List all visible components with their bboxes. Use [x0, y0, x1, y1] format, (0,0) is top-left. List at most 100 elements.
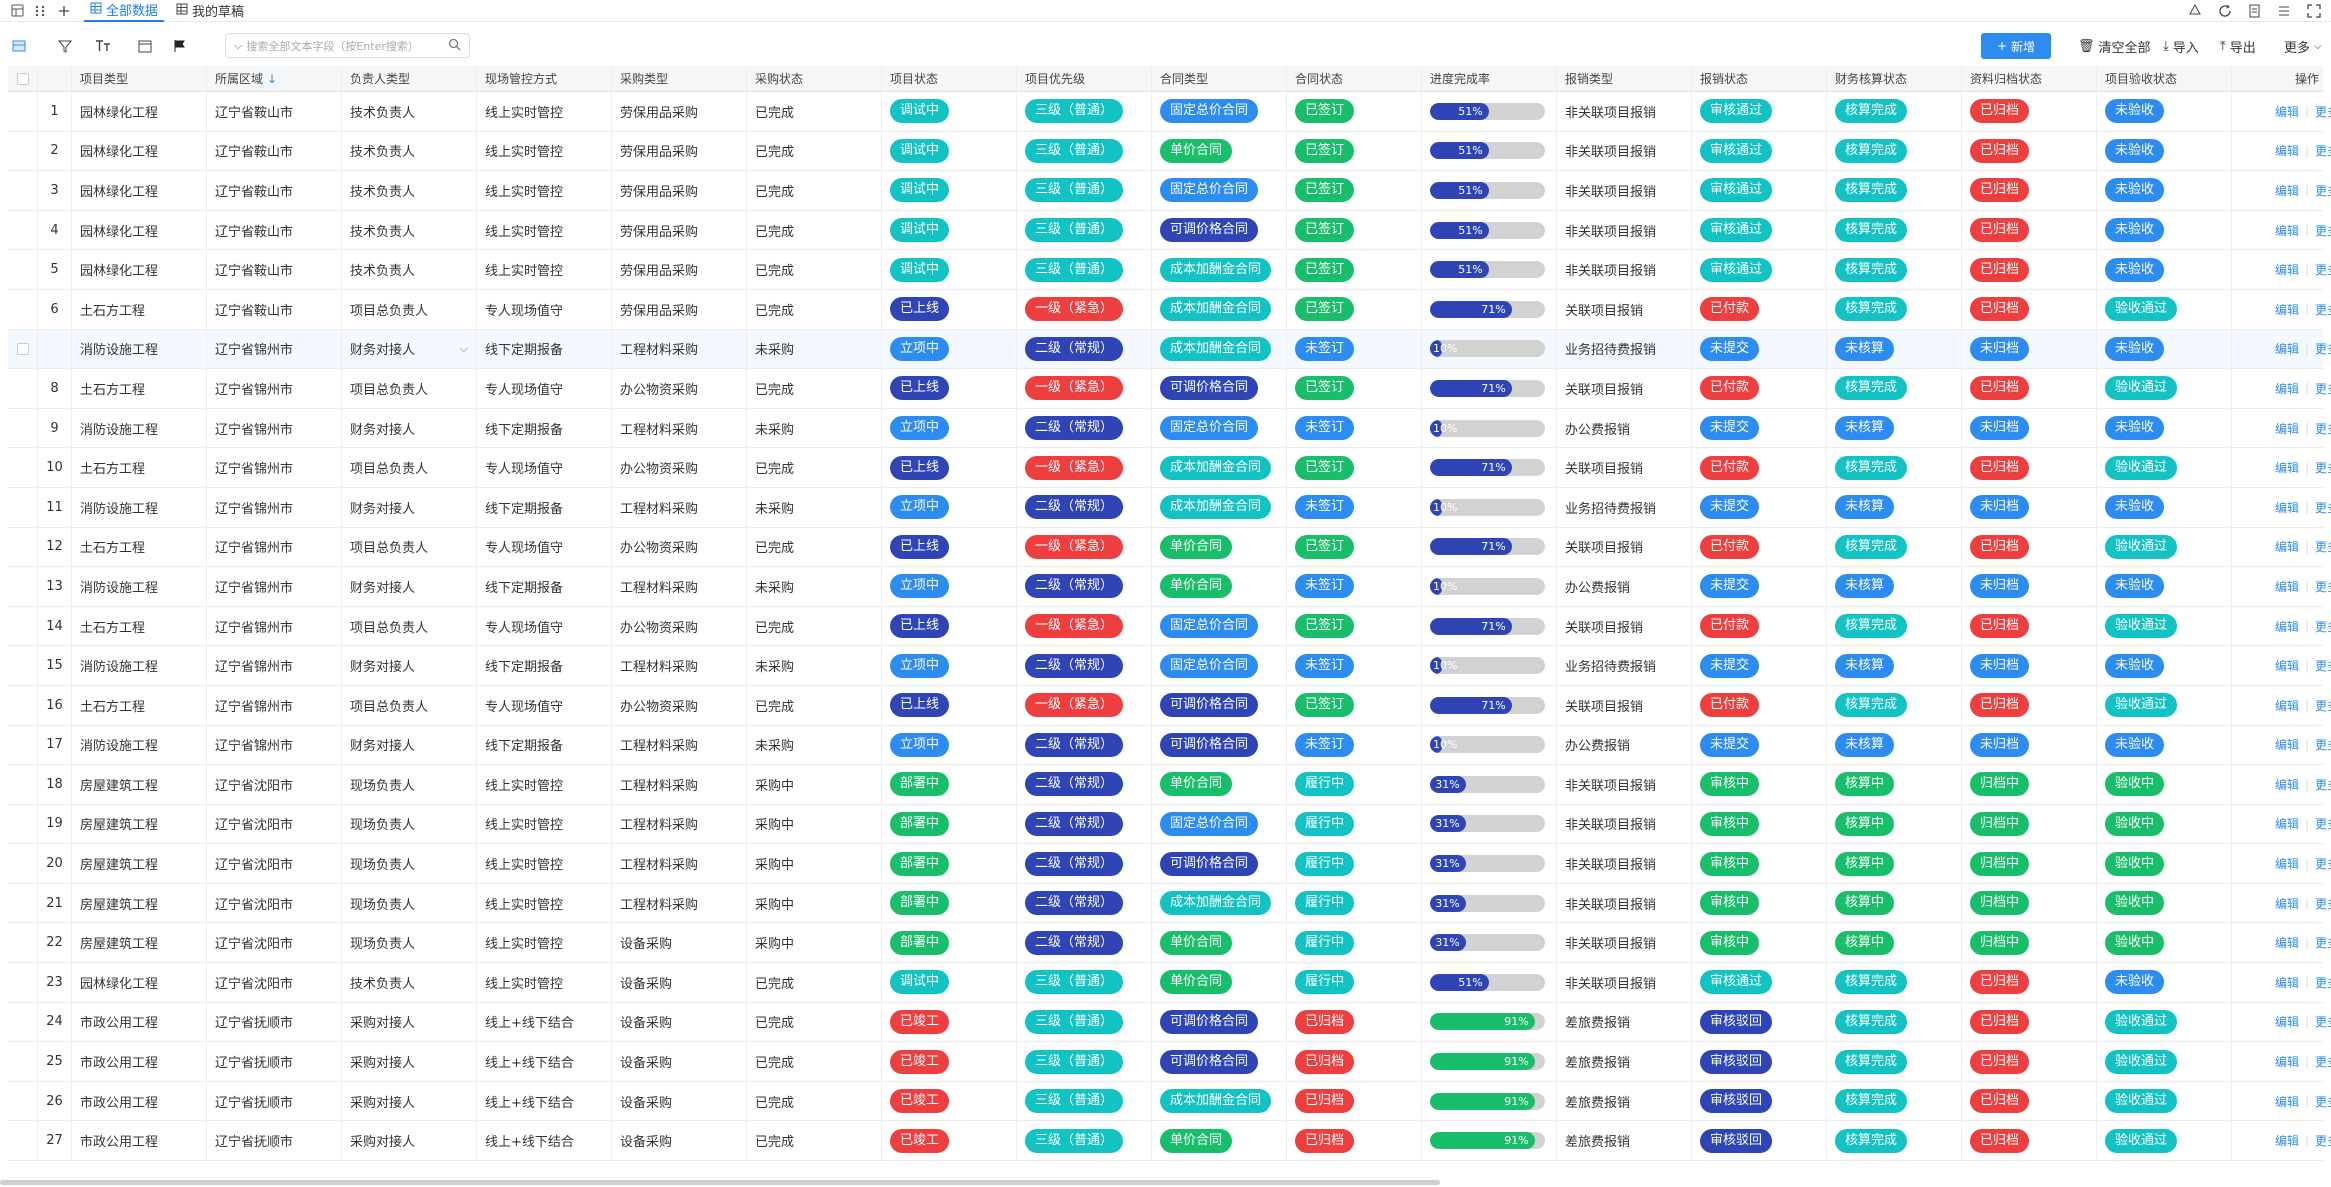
cell-region[interactable]: 辽宁省锦州市	[207, 685, 342, 725]
edit-link[interactable]: 编辑	[2274, 540, 2299, 555]
column-header[interactable]: 所属区域 ↓	[207, 66, 342, 91]
cell-control[interactable]: 线上实时管控	[477, 963, 612, 1002]
cell-arch[interactable]: 已归档	[1962, 963, 2097, 1002]
cell-purchase[interactable]: 工程材料采购	[612, 487, 747, 527]
cell-fin[interactable]: 核算完成	[1827, 250, 1962, 289]
cell-ctype[interactable]: 成本加酬金合同	[1152, 250, 1287, 289]
cell-owner[interactable]: 技术负责人	[342, 250, 477, 289]
cell-fin[interactable]: 未核算	[1827, 567, 1962, 606]
drag-dots-icon[interactable]	[28, 0, 52, 22]
cell-proj[interactable]: 调试中	[882, 250, 1017, 289]
cell-proj[interactable]: 已上线	[882, 606, 1017, 646]
cell-acc[interactable]: 未验收	[2097, 963, 2232, 1002]
cell-type[interactable]: 园林绿化工程	[72, 92, 207, 131]
column-header[interactable]: 现场管控方式	[477, 66, 612, 91]
more-link[interactable]: 更多	[2315, 619, 2331, 634]
cell-progress[interactable]: 10%	[1422, 408, 1557, 448]
cell-rstatus[interactable]: 未提交	[1692, 487, 1827, 527]
cell-acc[interactable]: 未验收	[2097, 250, 2232, 289]
column-header[interactable]: 报销状态	[1692, 66, 1827, 91]
cell-control[interactable]: 线下定期报备	[477, 408, 612, 448]
fullscreen-icon[interactable]	[2307, 0, 2321, 22]
cell-cstatus[interactable]: 已归档	[1287, 1121, 1422, 1161]
cell-progress[interactable]: 31%	[1422, 844, 1557, 883]
cell-fin[interactable]: 核算完成	[1827, 1081, 1962, 1121]
column-header[interactable]: 合同类型	[1152, 66, 1287, 91]
cell-rtype[interactable]: 非关联项目报销	[1557, 210, 1692, 250]
cell-acc[interactable]: 验收通过	[2097, 606, 2232, 646]
edit-link[interactable]: 编辑	[2274, 975, 2299, 990]
cell-pstatus[interactable]: 采购中	[747, 923, 882, 963]
cell-region[interactable]: 辽宁省沈阳市	[207, 844, 342, 883]
cell-fin[interactable]: 核算完成	[1827, 527, 1962, 567]
row-select-cell[interactable]	[8, 369, 38, 408]
cell-acc[interactable]: 验收通过	[2097, 1081, 2232, 1121]
table-row[interactable]: 25 市政公用工程 辽宁省抚顺市 采购对接人 线上+线下结合 设备采购 已完成 已竣工 三级（普…	[8, 1042, 2331, 1082]
cell-cstatus[interactable]: 已签订	[1287, 448, 1422, 487]
cell-pstatus[interactable]: 采购中	[747, 804, 882, 844]
cell-purchase[interactable]: 工程材料采购	[612, 408, 747, 448]
cell-rtype[interactable]: 关联项目报销	[1557, 369, 1692, 408]
cell-arch[interactable]: 归档中	[1962, 844, 2097, 883]
cell-purchase[interactable]: 工程材料采购	[612, 646, 747, 685]
cell-control[interactable]: 线上实时管控	[477, 844, 612, 883]
column-header[interactable]: 项目优先级	[1017, 66, 1152, 91]
cell-control[interactable]: 线上+线下结合	[477, 1081, 612, 1121]
row-select-cell[interactable]	[8, 527, 38, 567]
cell-pstatus[interactable]: 已完成	[747, 92, 882, 131]
row-select-cell[interactable]	[8, 725, 38, 765]
table-row[interactable]: 22 房屋建筑工程 辽宁省沈阳市 现场负责人 线上实时管控 设备采购 采购中 部署中 二级（常规…	[8, 923, 2331, 964]
cell-acc[interactable]: 未验收	[2097, 92, 2232, 131]
cell-cstatus[interactable]: 已签订	[1287, 210, 1422, 250]
cell-prio[interactable]: 三级（普通）	[1017, 92, 1152, 131]
table-row[interactable]: 5 园林绿化工程 辽宁省鞍山市 技术负责人 线上实时管控 劳保用品采购 已完成 调试中 三级（普…	[8, 250, 2331, 290]
cell-acc[interactable]: 未验收	[2097, 567, 2232, 606]
more-link[interactable]: 更多	[2315, 183, 2331, 198]
more-link[interactable]: 更多	[2315, 500, 2331, 515]
cell-region[interactable]: 辽宁省鞍山市	[207, 289, 342, 329]
table-row[interactable]: 14 土石方工程 辽宁省锦州市 项目总负责人 专人现场值守 办公物资采购 已完成 已上线 一级（…	[8, 606, 2331, 647]
cell-prio[interactable]: 三级（普通）	[1017, 963, 1152, 1002]
cell-pstatus[interactable]: 已完成	[747, 250, 882, 289]
cell-control[interactable]: 线上实时管控	[477, 804, 612, 844]
cell-owner[interactable]: 现场负责人	[342, 883, 477, 923]
table-row[interactable]: 17 消防设施工程 辽宁省锦州市 财务对接人 线下定期报备 工程材料采购 未采购 立项中 二级（…	[8, 725, 2331, 766]
cell-arch[interactable]: 已归档	[1962, 131, 2097, 171]
cell-rtype[interactable]: 业务招待费报销	[1557, 487, 1692, 527]
cell-rstatus[interactable]: 已付款	[1692, 448, 1827, 487]
cell-proj[interactable]: 已上线	[882, 685, 1017, 725]
cell-progress[interactable]: 10%	[1422, 567, 1557, 606]
more-link[interactable]: 更多	[2315, 302, 2331, 317]
cell-owner[interactable]: 项目总负责人	[342, 527, 477, 567]
cell-owner[interactable]: 现场负责人	[342, 844, 477, 883]
cell-ctype[interactable]: 单价合同	[1152, 527, 1287, 567]
cell-control[interactable]: 线上实时管控	[477, 765, 612, 804]
cell-arch[interactable]: 已归档	[1962, 527, 2097, 567]
filter-icon[interactable]	[52, 33, 78, 59]
cell-control[interactable]: 专人现场值守	[477, 606, 612, 646]
cell-pstatus[interactable]: 已完成	[747, 527, 882, 567]
cell-arch[interactable]: 已归档	[1962, 171, 2097, 210]
cell-region[interactable]: 辽宁省鞍山市	[207, 171, 342, 210]
cell-acc[interactable]: 验收通过	[2097, 1042, 2232, 1081]
view-icon[interactable]	[6, 33, 32, 59]
cell-type[interactable]: 消防设施工程	[72, 408, 207, 448]
table-row[interactable]: 12 土石方工程 辽宁省锦州市 项目总负责人 专人现场值守 办公物资采购 已完成 已上线 一级（…	[8, 527, 2331, 568]
edit-link[interactable]: 编辑	[2274, 777, 2299, 792]
cell-rstatus[interactable]: 已付款	[1692, 685, 1827, 725]
cell-proj[interactable]: 已上线	[882, 527, 1017, 567]
cell-purchase[interactable]: 工程材料采购	[612, 329, 747, 369]
cell-control[interactable]: 线上实时管控	[477, 131, 612, 171]
cell-arch[interactable]: 已归档	[1962, 250, 2097, 289]
cell-prio[interactable]: 二级（常规）	[1017, 408, 1152, 448]
cell-rtype[interactable]: 业务招待费报销	[1557, 329, 1692, 369]
cell-proj[interactable]: 部署中	[882, 883, 1017, 923]
sort-arrow-icon[interactable]: ↓	[267, 71, 278, 86]
cell-pstatus[interactable]: 已完成	[747, 289, 882, 329]
cell-ctype[interactable]: 单价合同	[1152, 567, 1287, 606]
cell-region[interactable]: 辽宁省鞍山市	[207, 210, 342, 250]
column-header[interactable]: 报销类型	[1557, 66, 1692, 91]
cell-region[interactable]: 辽宁省鞍山市	[207, 250, 342, 289]
cell-proj[interactable]: 调试中	[882, 963, 1017, 1002]
cell-prio[interactable]: 三级（普通）	[1017, 1002, 1152, 1042]
